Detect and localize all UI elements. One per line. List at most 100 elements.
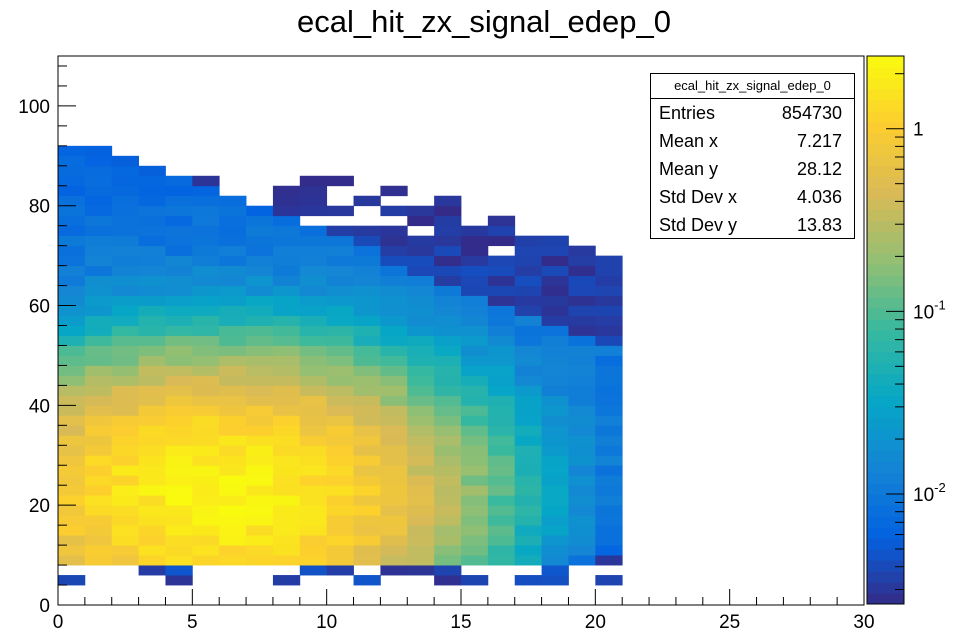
x-tick-label: 5 (187, 612, 198, 633)
heatmap-cell (353, 305, 381, 316)
heatmap-cell (165, 295, 193, 306)
heatmap-cell (192, 445, 220, 456)
heatmap-cell (595, 415, 623, 426)
heatmap-cell (84, 455, 113, 466)
heatmap-cell (58, 305, 86, 316)
heatmap-cell (595, 455, 623, 466)
heatmap-cell (595, 515, 623, 526)
heatmap-cell (407, 205, 435, 217)
heatmap-cell (461, 535, 489, 546)
heatmap-cell (514, 375, 542, 386)
heatmap-cell (461, 305, 489, 316)
color-scale-band (867, 340, 904, 353)
heatmap-cell (595, 485, 623, 496)
color-scale-band (867, 121, 904, 134)
heatmap-cell (434, 365, 462, 376)
heatmap-cell (219, 275, 247, 286)
heatmap-cell (272, 435, 301, 446)
heatmap-cell (595, 275, 623, 286)
heatmap-cell (326, 295, 354, 306)
heatmap-cell (595, 435, 623, 446)
heatmap-cell (326, 505, 354, 516)
heatmap-cell (434, 575, 462, 586)
heatmap-cell (219, 535, 247, 546)
heatmap-cell (541, 385, 569, 396)
heatmap-cell (595, 405, 623, 416)
heatmap-cell (407, 375, 435, 386)
stats-value: 4.036 (796, 187, 842, 207)
heatmap-cell (461, 345, 489, 356)
heatmap-cell (541, 285, 569, 296)
heatmap-cell (84, 175, 113, 187)
heatmap-cell (219, 395, 247, 406)
heatmap-cell (84, 195, 113, 207)
heatmap-cell (84, 545, 113, 556)
stats-row-mean-x: Mean x 7.217 (651, 127, 854, 155)
color-scale-band (867, 516, 904, 528)
heatmap-cell (541, 565, 569, 576)
heatmap-cell (84, 245, 113, 257)
heatmap-cell (461, 515, 489, 526)
heatmap-cell (353, 385, 381, 396)
heatmap-cell (138, 365, 166, 376)
heatmap-cell (541, 245, 569, 257)
heatmap-cell (84, 355, 113, 366)
heatmap-cell (138, 465, 166, 476)
heatmap-cell (58, 495, 86, 506)
heatmap-cell (111, 195, 139, 207)
heatmap-cell (299, 445, 328, 456)
heatmap-cell (84, 235, 113, 247)
heatmap-cell (353, 355, 381, 366)
heatmap-cell (353, 475, 381, 486)
heatmap-cell (192, 255, 220, 267)
heatmap-cell (407, 245, 435, 257)
heatmap-cell (272, 415, 301, 426)
heatmap-cell (541, 505, 569, 516)
z-tick-label: 10-2 (913, 480, 946, 506)
heatmap-cell (514, 295, 542, 306)
heatmap-cell (165, 525, 193, 536)
heatmap-cell (299, 495, 328, 506)
heatmap-cell (380, 455, 408, 466)
heatmap-cell (138, 385, 166, 396)
color-scale-band (867, 198, 904, 210)
heatmap-cell (541, 355, 569, 366)
heatmap-cell (165, 385, 193, 396)
heatmap-cell (568, 295, 596, 306)
heatmap-cell (461, 455, 489, 466)
heatmap-cell (219, 435, 247, 446)
heatmap-cell (541, 545, 569, 556)
heatmap-cell (326, 285, 354, 296)
heatmap-cell (138, 255, 166, 267)
heatmap-cell (192, 265, 220, 276)
heatmap-cell (138, 205, 166, 217)
heatmap-cell (461, 245, 489, 257)
heatmap-cell (219, 555, 247, 566)
heatmap-cell (595, 475, 623, 486)
heatmap-cell (111, 335, 139, 346)
heatmap-cell (380, 515, 408, 526)
color-scale-band (867, 527, 904, 539)
heatmap-cell (219, 355, 247, 366)
heatmap-cell (272, 335, 301, 346)
heatmap-cell (84, 215, 113, 227)
heatmap-cell (84, 305, 113, 316)
heatmap-cell (461, 355, 489, 366)
heatmap-cell (595, 365, 623, 376)
heatmap-cell (541, 555, 569, 566)
heatmap-cell (58, 215, 86, 227)
heatmap-cell (407, 405, 435, 416)
heatmap-cell (326, 465, 354, 476)
heatmap-cell (541, 335, 569, 346)
heatmap-cell (568, 315, 596, 326)
heatmap-cell (434, 565, 462, 576)
heatmap-cell (299, 435, 328, 446)
heatmap-cell (84, 415, 113, 426)
heatmap-cell (487, 335, 516, 346)
heatmap-cell (326, 365, 354, 376)
heatmap-cell (219, 215, 247, 227)
heatmap-cell (487, 305, 516, 316)
heatmap-cell (165, 485, 193, 496)
heatmap-cell (380, 255, 408, 267)
heatmap-cell (84, 285, 113, 296)
